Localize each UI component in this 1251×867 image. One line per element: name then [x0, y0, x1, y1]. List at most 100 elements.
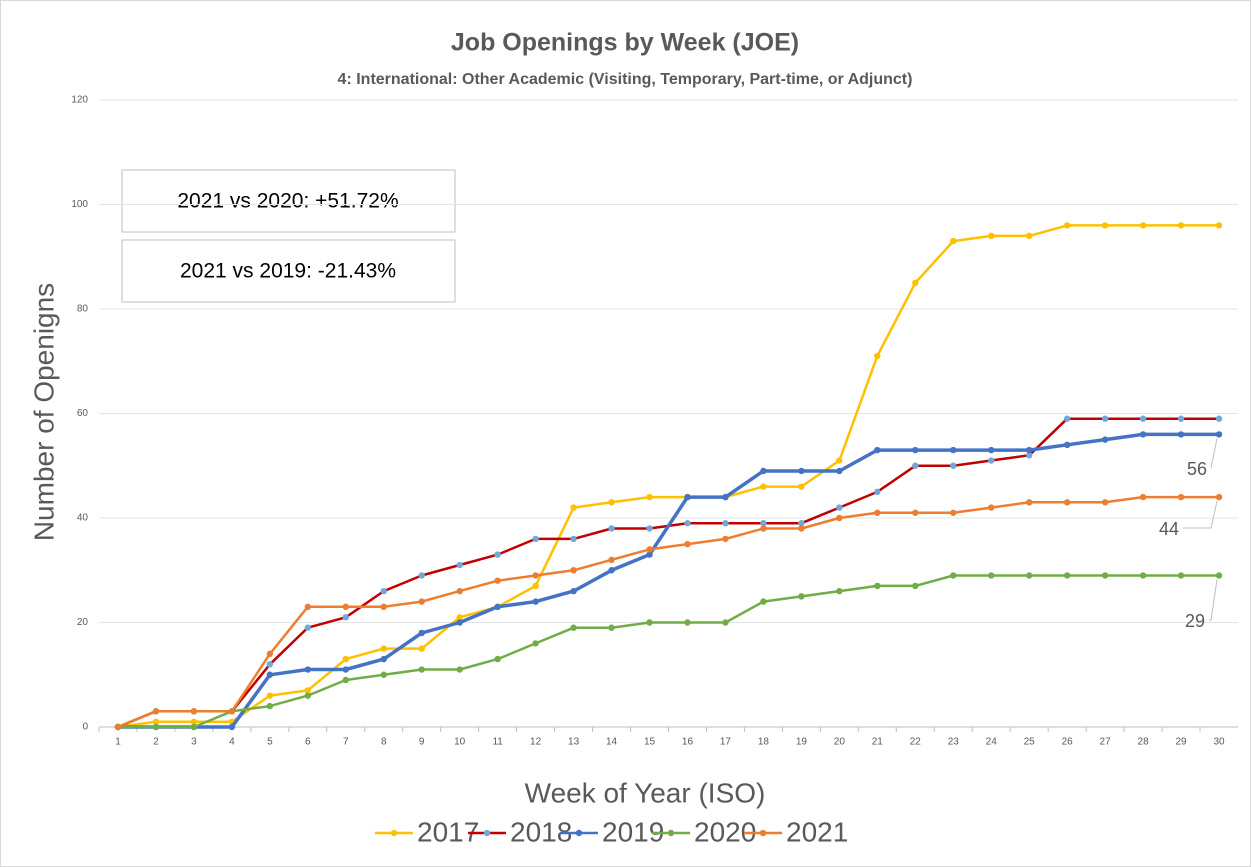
legend-marker — [759, 829, 767, 837]
x-tick-label: 26 — [1062, 737, 1074, 748]
data-point — [1025, 499, 1033, 506]
y-tick-label: 80 — [77, 304, 89, 315]
data-point — [912, 446, 919, 454]
data-point — [380, 587, 387, 595]
data-point — [1025, 452, 1033, 459]
data-point — [874, 582, 881, 590]
data-point — [1139, 493, 1147, 501]
data-point — [1215, 431, 1223, 438]
annotation-box — [121, 169, 456, 233]
data-point — [1215, 415, 1223, 422]
x-tick-label: 16 — [682, 737, 694, 748]
data-point — [418, 598, 425, 605]
data-point — [1215, 222, 1223, 229]
data-point — [798, 525, 805, 532]
data-point — [874, 352, 881, 360]
data-point — [152, 718, 160, 725]
data-point — [798, 593, 805, 600]
data-point — [950, 509, 957, 516]
legend-marker — [667, 829, 675, 837]
data-point — [1025, 446, 1033, 454]
data-point — [266, 692, 274, 699]
leader-line — [1210, 438, 1218, 469]
data-point — [1063, 222, 1071, 229]
data-point — [532, 640, 539, 647]
data-point — [1139, 431, 1147, 438]
data-point — [798, 520, 805, 527]
data-point — [646, 493, 653, 501]
x-tick-label: 14 — [606, 737, 618, 748]
data-point — [418, 645, 425, 652]
data-point — [988, 572, 995, 579]
x-tick-label: 8 — [381, 737, 387, 748]
legend-marker — [483, 829, 491, 837]
x-tick-label: 7 — [343, 737, 349, 748]
leader-line — [1209, 579, 1218, 621]
data-point — [1101, 436, 1109, 443]
x-tick-label: 11 — [492, 737, 503, 748]
data-point — [1063, 572, 1071, 579]
data-point — [798, 483, 805, 490]
data-point — [380, 645, 387, 652]
data-point — [532, 598, 539, 605]
data-point — [722, 535, 729, 543]
data-point — [190, 718, 198, 725]
data-point — [570, 535, 577, 543]
x-tick-label: 9 — [419, 737, 425, 748]
data-point — [570, 567, 577, 574]
data-point — [1101, 572, 1109, 579]
data-point — [836, 457, 843, 464]
data-point — [532, 535, 539, 543]
x-tick-label: 1 — [115, 737, 121, 748]
data-point — [608, 499, 615, 506]
data-point — [836, 467, 843, 475]
data-point — [798, 467, 805, 475]
y-tick-label: 0 — [82, 722, 88, 733]
y-tick-label: 40 — [77, 513, 89, 524]
x-tick-label: 27 — [1100, 737, 1112, 748]
data-point — [912, 582, 919, 590]
data-label: 29 — [1185, 611, 1205, 631]
data-point — [494, 603, 501, 611]
x-tick-label: 17 — [720, 737, 732, 748]
data-point — [342, 614, 349, 621]
data-point — [988, 504, 995, 511]
data-point — [1177, 493, 1185, 501]
data-point — [988, 457, 995, 464]
data-point — [950, 237, 957, 245]
data-point — [570, 504, 577, 511]
series-line — [117, 495, 1219, 729]
data-point — [988, 232, 995, 240]
series-line — [117, 224, 1219, 729]
data-point — [190, 708, 198, 715]
data-point — [304, 687, 312, 694]
data-point — [1177, 431, 1185, 438]
data-point — [380, 655, 387, 663]
annotation: 2021 vs 2020: +51.72% — [177, 190, 398, 213]
data-point — [722, 619, 729, 626]
x-tick-label: 5 — [267, 737, 273, 748]
data-point — [1139, 572, 1147, 579]
data-point — [646, 525, 653, 532]
data-point — [950, 572, 957, 579]
chart-title: Job Openings by Week (JOE) — [451, 29, 799, 57]
data-point — [874, 488, 881, 496]
data-point — [646, 551, 653, 558]
data-point — [418, 629, 425, 637]
x-tick-label: 2 — [153, 737, 159, 748]
x-tick-label: 20 — [834, 737, 846, 748]
data-point — [1063, 415, 1071, 422]
data-point — [380, 603, 387, 611]
x-tick-label: 3 — [191, 737, 197, 748]
data-point — [342, 655, 349, 663]
data-point — [418, 666, 425, 673]
data-point — [152, 708, 160, 715]
data-point — [912, 279, 919, 287]
data-point — [266, 661, 274, 668]
data-point — [874, 446, 881, 454]
x-tick-label: 12 — [530, 737, 542, 748]
data-point — [456, 619, 463, 626]
data-point — [114, 723, 122, 731]
